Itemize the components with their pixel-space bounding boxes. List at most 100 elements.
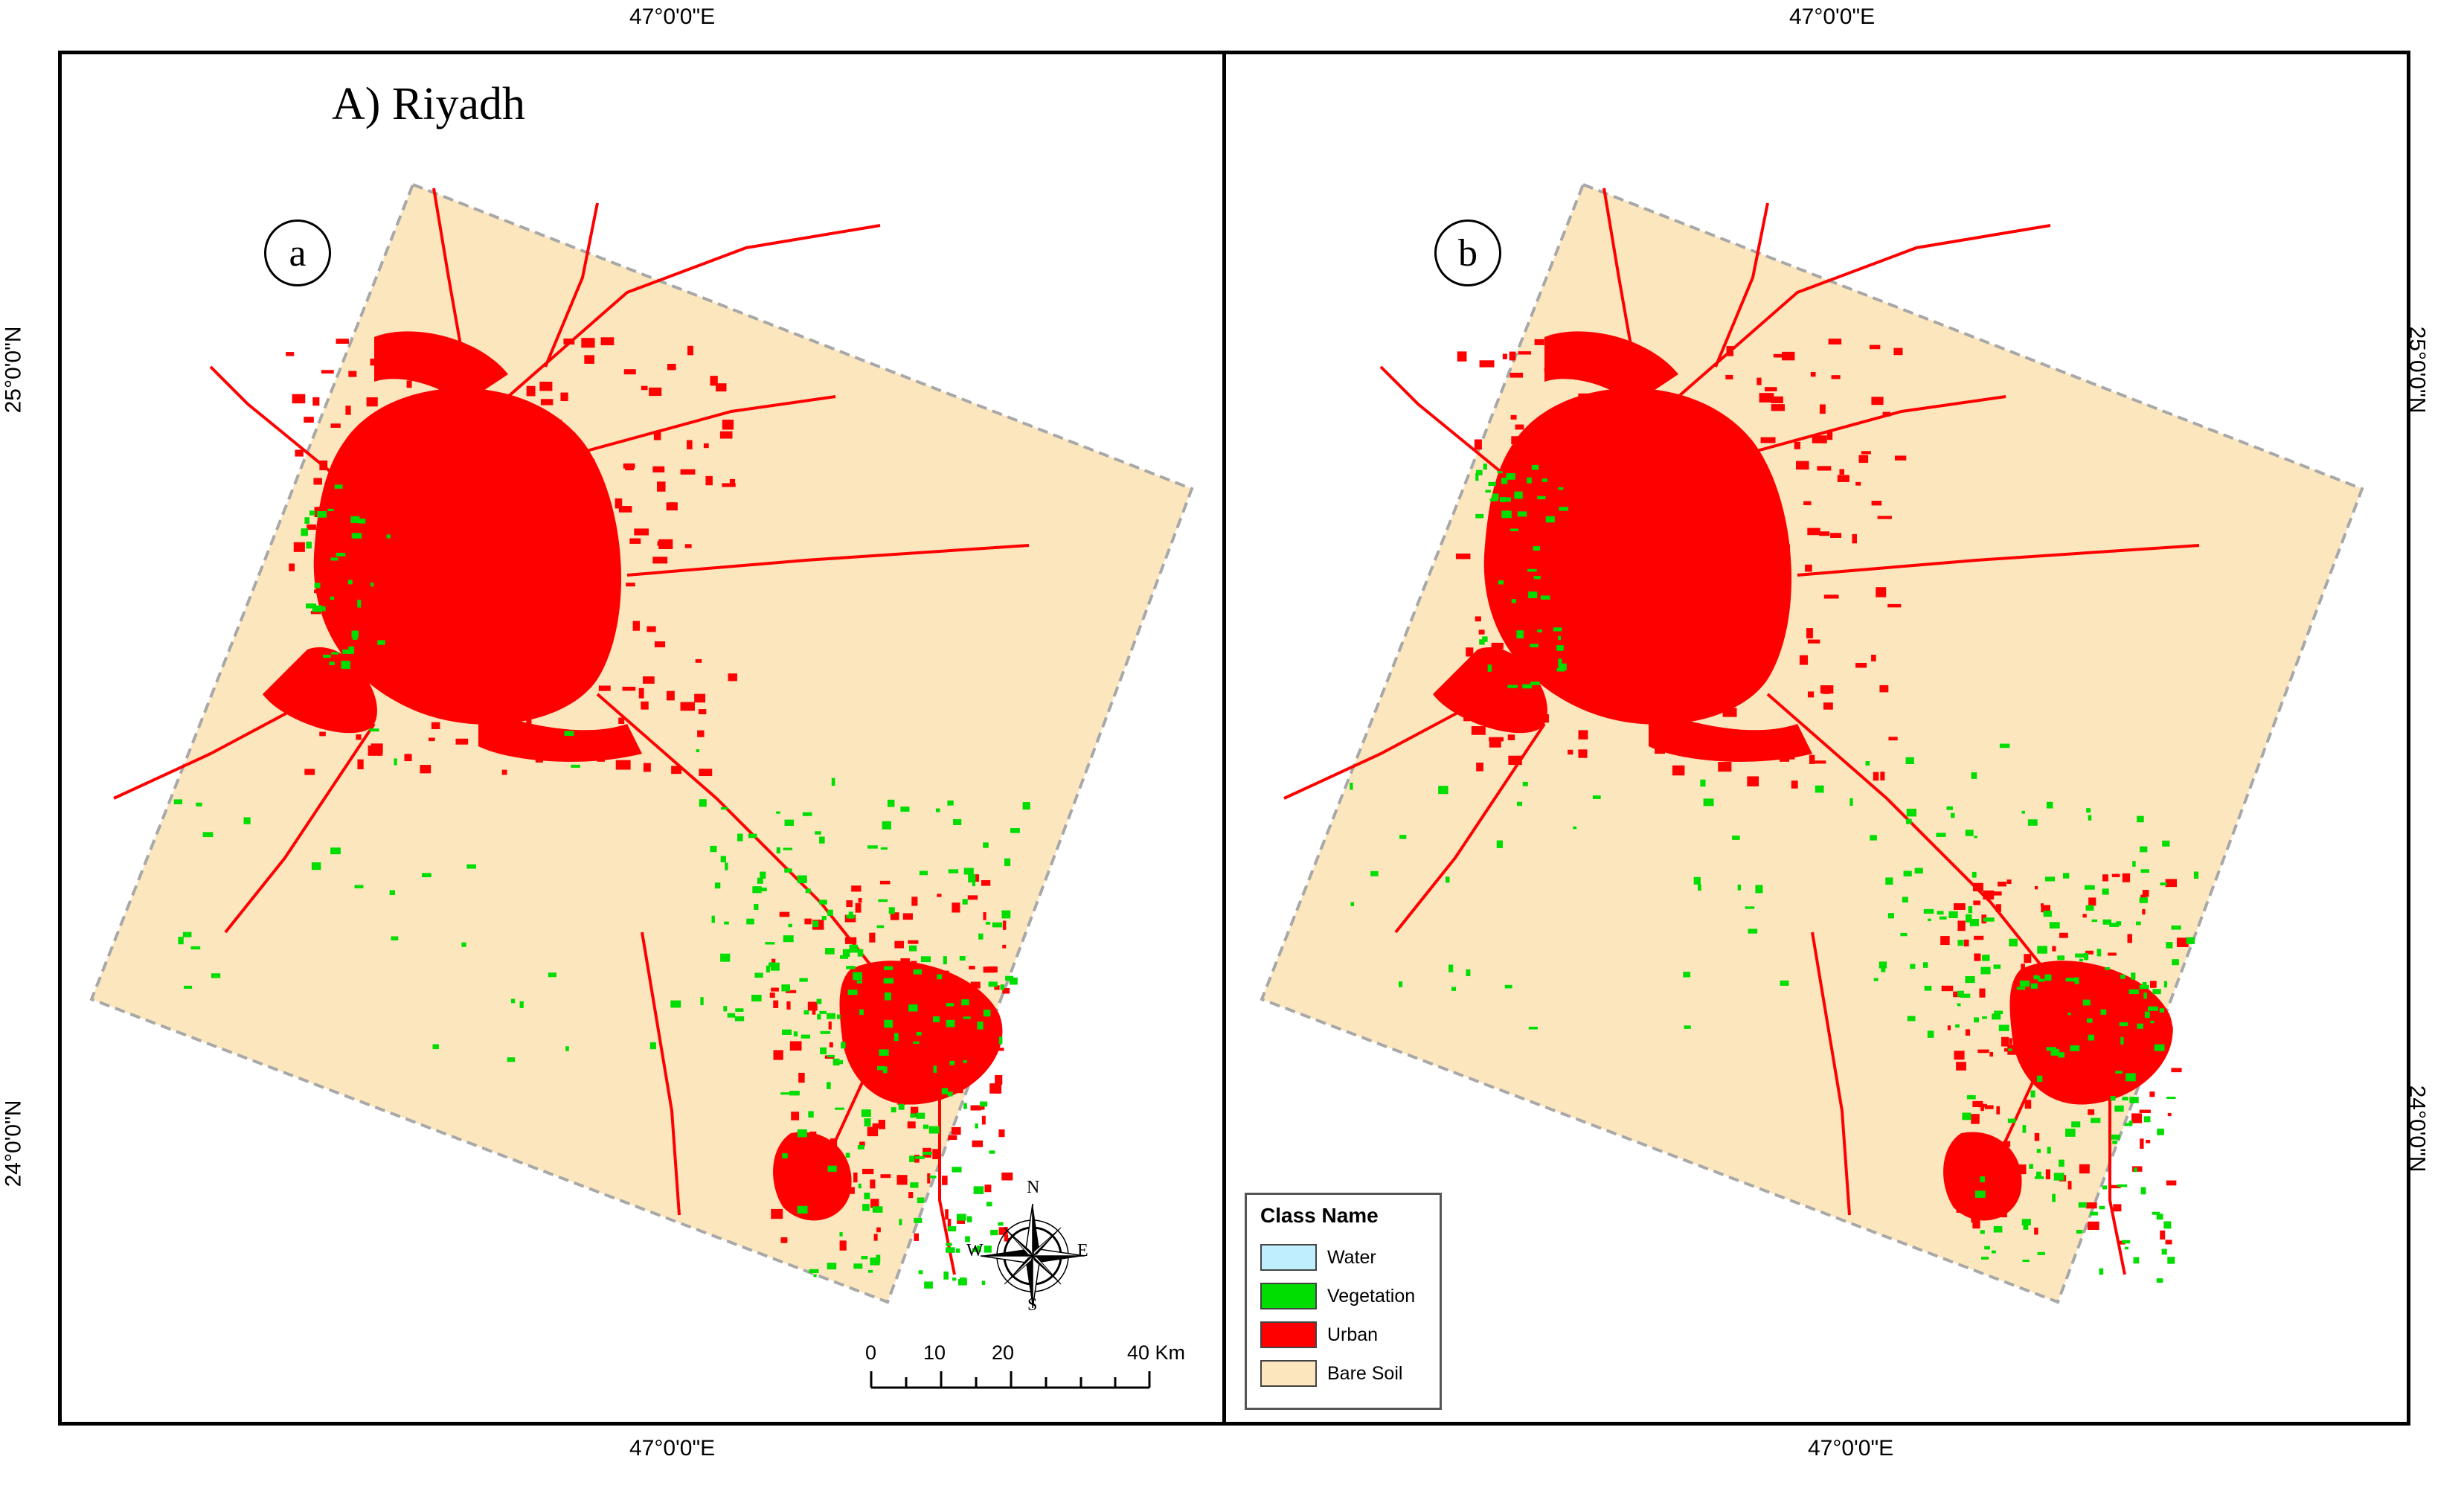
urban-speck bbox=[1974, 1136, 1985, 1144]
urban-speck bbox=[2131, 1113, 2143, 1123]
vegetation-patch bbox=[510, 998, 516, 1004]
urban-speck bbox=[1809, 754, 1815, 764]
urban-speck bbox=[347, 455, 357, 465]
urban-speck bbox=[2111, 1184, 2121, 1189]
vegetation-patch bbox=[887, 799, 895, 807]
urban-speck bbox=[289, 563, 295, 571]
vegetation-patch bbox=[937, 974, 943, 980]
vegetation-patch bbox=[466, 864, 477, 869]
urban-speck bbox=[793, 1148, 798, 1158]
urban-speck bbox=[1855, 662, 1867, 668]
vegetation-patch bbox=[2067, 1013, 2071, 1016]
road-line bbox=[209, 365, 331, 472]
urban-speck bbox=[945, 1010, 955, 1014]
vegetation-patch bbox=[1004, 858, 1011, 867]
vegetation-patch bbox=[2143, 993, 2147, 999]
urban-speck bbox=[540, 399, 554, 405]
urban-speck bbox=[1512, 478, 1518, 487]
urban-speck bbox=[870, 1199, 879, 1208]
urban-speck bbox=[1861, 451, 1871, 455]
vegetation-patch bbox=[782, 1029, 792, 1035]
urban-speck bbox=[638, 687, 644, 699]
vegetation-patch bbox=[1500, 497, 1507, 502]
urban-speck bbox=[369, 557, 374, 560]
vegetation-patch bbox=[923, 1151, 932, 1155]
urban-speck bbox=[2130, 1060, 2142, 1068]
vegetation-patch bbox=[983, 1009, 991, 1017]
urban-speck bbox=[653, 432, 661, 440]
road-line bbox=[567, 395, 836, 458]
urban-speck bbox=[491, 504, 499, 515]
vegetation-patch bbox=[2050, 1048, 2060, 1056]
urban-speck bbox=[1502, 625, 1516, 633]
urban-speck bbox=[342, 615, 358, 626]
vegetation-patch bbox=[1971, 871, 1977, 878]
vegetation-patch bbox=[2009, 938, 2018, 946]
vegetation-patch bbox=[1476, 469, 1483, 475]
vegetation-patch bbox=[1497, 471, 1503, 474]
urban-speck bbox=[1538, 714, 1549, 723]
vegetation-patch bbox=[933, 1016, 940, 1022]
urban-speck bbox=[1882, 411, 1891, 417]
vegetation-patch bbox=[649, 1042, 656, 1050]
urban-speck bbox=[362, 435, 368, 440]
urban-speck bbox=[496, 510, 510, 515]
scale-label-0: 0 bbox=[865, 1341, 877, 1364]
vegetation-patch bbox=[801, 1034, 811, 1039]
bottom-longitude-label-right: 47°0'0"E bbox=[1808, 1436, 1894, 1461]
urban-speck bbox=[1518, 351, 1531, 355]
vegetation-patch bbox=[2171, 925, 2181, 930]
vegetation-patch bbox=[2140, 869, 2149, 873]
vegetation-patch bbox=[243, 817, 251, 824]
vegetation-patch bbox=[1558, 487, 1564, 490]
urban-speck bbox=[1957, 920, 1966, 932]
vegetation-patch bbox=[953, 818, 962, 826]
urban-speck bbox=[1491, 642, 1504, 650]
urban-speck bbox=[458, 554, 466, 562]
urban-speck bbox=[1954, 903, 1966, 910]
urban-speck bbox=[1526, 452, 1537, 458]
vegetation-patch bbox=[864, 1118, 871, 1126]
urban-speck bbox=[1799, 655, 1809, 665]
urban-speck bbox=[907, 1121, 916, 1129]
vegetation-patch bbox=[1398, 981, 1403, 987]
vegetation-patch bbox=[966, 1216, 972, 1222]
urban-speck bbox=[710, 376, 718, 386]
urban-speck bbox=[867, 1126, 879, 1137]
vegetation-patch bbox=[548, 972, 556, 978]
urban-speck bbox=[2085, 1202, 2097, 1209]
vegetation-patch bbox=[720, 807, 728, 810]
vegetation-patch bbox=[1501, 478, 1508, 484]
urban-speck bbox=[562, 594, 570, 603]
vegetation-patch bbox=[1533, 546, 1541, 551]
urban-speck bbox=[350, 469, 360, 478]
urban-speck bbox=[2049, 1066, 2056, 1074]
urban-speck bbox=[939, 1063, 948, 1073]
vegetation-patch bbox=[353, 637, 358, 641]
vegetation-patch bbox=[962, 899, 968, 905]
urban-speck bbox=[396, 484, 406, 493]
urban-speck bbox=[967, 895, 978, 900]
vegetation-patch bbox=[976, 1245, 981, 1250]
vegetation-patch bbox=[322, 606, 326, 612]
urban-speck bbox=[2122, 873, 2131, 882]
urban-speck bbox=[986, 966, 998, 973]
urban-speck bbox=[1773, 353, 1788, 358]
vegetation-patch bbox=[2115, 1071, 2123, 1074]
vegetation-patch bbox=[182, 932, 192, 937]
urban-speck bbox=[908, 940, 919, 944]
urban-speck bbox=[345, 405, 351, 415]
legend-item-urban: Urban bbox=[1260, 1320, 1378, 1350]
urban-speck bbox=[1695, 510, 1705, 516]
urban-speck bbox=[501, 769, 507, 775]
urban-speck bbox=[1817, 466, 1832, 471]
urban-speck bbox=[694, 693, 706, 703]
vegetation-patch bbox=[949, 1060, 955, 1065]
vegetation-patch bbox=[1748, 929, 1758, 934]
urban-speck bbox=[2034, 1132, 2040, 1141]
vegetation-patch bbox=[1780, 980, 1789, 986]
vegetation-patch bbox=[913, 1041, 920, 1044]
urban-speck bbox=[295, 449, 304, 457]
vegetation-patch bbox=[2128, 1120, 2133, 1124]
urban-speck bbox=[319, 731, 326, 737]
